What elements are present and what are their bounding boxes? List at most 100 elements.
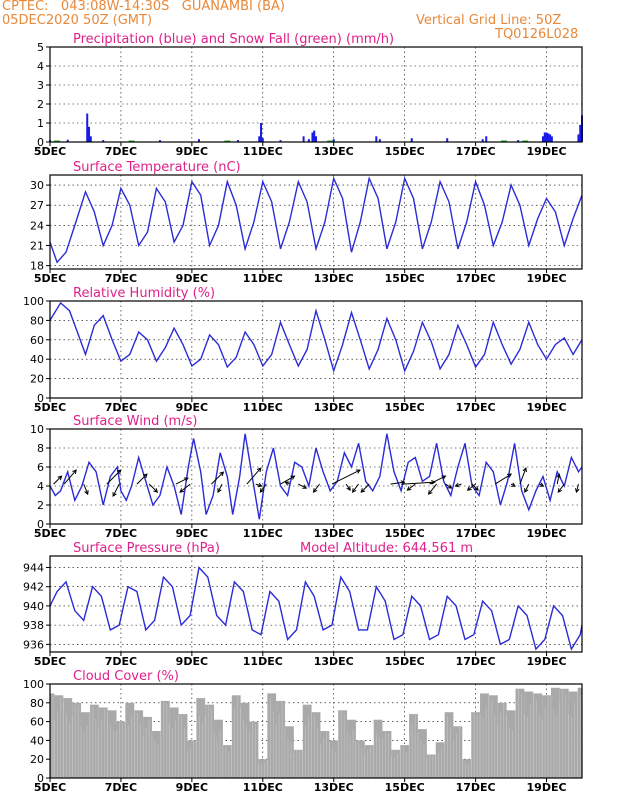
- precip-bar: [541, 136, 544, 142]
- cloud-bar: [355, 740, 365, 778]
- wind-arrow: [217, 483, 223, 493]
- wind-arrow: [352, 483, 359, 493]
- cloud-cover-ytick-label: 100: [23, 678, 44, 691]
- wind-arrow: [179, 483, 191, 493]
- precipitation-ytick-label: 2: [37, 98, 44, 111]
- wind-arrow-head: [431, 479, 436, 485]
- humidity-ytick-label: 40: [30, 353, 44, 366]
- precip-bar: [158, 140, 161, 142]
- cloud-bar: [577, 687, 582, 778]
- precipitation-xtick-label: 9DEC: [176, 145, 208, 158]
- wind-ytick-label: 2: [37, 499, 44, 512]
- wind-arrow: [211, 471, 224, 485]
- precip-bar: [311, 132, 314, 142]
- temperature-xtick-label: 15DEC: [385, 272, 425, 285]
- cloud-bar: [160, 700, 170, 778]
- pressure-annotation: Model Altitude: 644.561 m: [300, 541, 473, 556]
- cloud-bar: [347, 719, 356, 778]
- cloud-bar: [382, 731, 392, 778]
- cloud-bar: [471, 712, 481, 778]
- wind-arrow: [331, 469, 361, 485]
- wind-arrow-head: [179, 488, 185, 493]
- precip-bar: [446, 138, 449, 142]
- cloud-bar: [453, 726, 463, 778]
- wind-arrow-head: [355, 469, 361, 474]
- wind-arrow-head: [474, 486, 479, 491]
- humidity-frame: [49, 300, 583, 399]
- temperature-frame: [49, 174, 583, 270]
- snow-bar: [54, 140, 61, 142]
- cloud-bar: [89, 704, 99, 778]
- wind-arrow: [402, 481, 435, 485]
- wind-xtick-label: 5DEC: [34, 527, 66, 540]
- wind-arrow-head: [466, 486, 472, 491]
- humidity-xtick-label: 5DEC: [34, 401, 66, 414]
- cloud-cover-panel: [46, 683, 583, 782]
- wind-arrow: [313, 483, 320, 493]
- precip-bar: [485, 136, 488, 142]
- cloud-cover-xtick-label: 15DEC: [385, 781, 425, 794]
- cloud-bar: [169, 707, 179, 778]
- precipitation-xtick-label: 15DEC: [385, 145, 425, 158]
- wind-arrow: [259, 483, 267, 493]
- cloud-bar: [258, 759, 268, 778]
- cloud-cover-xtick-label: 11DEC: [243, 781, 283, 794]
- temperature-line: [49, 176, 583, 264]
- pressure-panel: [46, 555, 583, 656]
- wind-arrow-head: [257, 482, 263, 488]
- header-model-id: TQ0126L028: [495, 27, 579, 42]
- cloud-bar: [293, 749, 303, 778]
- cloud-bar: [444, 712, 454, 778]
- cloud-bar: [524, 691, 534, 778]
- humidity-xtick-label: 17DEC: [456, 401, 496, 414]
- humidity-ytick-label: 20: [30, 373, 44, 386]
- cloud-bar: [338, 710, 348, 778]
- cloud-bar: [276, 700, 285, 778]
- wind-arrow: [557, 483, 565, 493]
- precipitation-xtick-label: 19DEC: [527, 145, 567, 158]
- precip-bar: [410, 138, 413, 142]
- temperature-panel: [46, 174, 583, 273]
- cloud-cover-xtick-label: 9DEC: [176, 781, 208, 794]
- cloud-bar: [435, 742, 445, 778]
- snow-bar: [327, 140, 334, 142]
- wind-title: Surface Wind (m/s): [73, 414, 197, 429]
- precip-bar: [375, 136, 378, 142]
- pressure-ytick-label: 944: [23, 562, 44, 575]
- cloud-bar: [364, 745, 374, 778]
- wind-arrow: [471, 483, 479, 491]
- precip-bar: [332, 139, 335, 142]
- precipitation-frame: [49, 46, 583, 143]
- wind-arrow-head: [112, 492, 117, 498]
- wind-arrow: [106, 469, 122, 485]
- precip-bar: [88, 126, 91, 142]
- temperature-ytick-label: 18: [30, 260, 44, 273]
- wind-ytick-label: 0: [37, 518, 44, 531]
- precipitation-ytick-label: 4: [37, 60, 44, 73]
- temperature-title: Surface Temperature (nC): [73, 160, 241, 175]
- wind-arrow-head: [142, 473, 148, 479]
- snow-bar: [224, 140, 231, 142]
- temperature-xtick-label: 17DEC: [456, 272, 496, 285]
- precipitation-ytick-label: 3: [37, 79, 44, 92]
- cloud-bar: [267, 693, 277, 778]
- cloud-bar: [240, 702, 250, 778]
- wind-arrow-head: [360, 488, 366, 493]
- precip-bar: [547, 133, 550, 142]
- precipitation-ytick-label: 1: [37, 117, 44, 130]
- cloud-bar: [426, 754, 436, 778]
- header-grid-line: Vertical Grid Line: 50Z: [416, 13, 562, 28]
- humidity-ytick-label: 80: [30, 314, 44, 327]
- pressure-title: Surface Pressure (hPa): [73, 541, 220, 556]
- wind-arrow-head: [557, 488, 563, 493]
- precip-bar: [102, 140, 105, 142]
- humidity-xtick-label: 19DEC: [527, 401, 567, 414]
- cloud-bar: [391, 749, 401, 778]
- cloud-cover-ytick-label: 40: [30, 734, 44, 747]
- precip-bar: [549, 134, 552, 142]
- wind-arrow-head: [406, 486, 412, 491]
- wind-arrow: [429, 475, 446, 485]
- temperature-xtick-label: 5DEC: [34, 272, 66, 285]
- cloud-bar: [488, 695, 498, 778]
- wind-xtick-label: 11DEC: [243, 527, 283, 540]
